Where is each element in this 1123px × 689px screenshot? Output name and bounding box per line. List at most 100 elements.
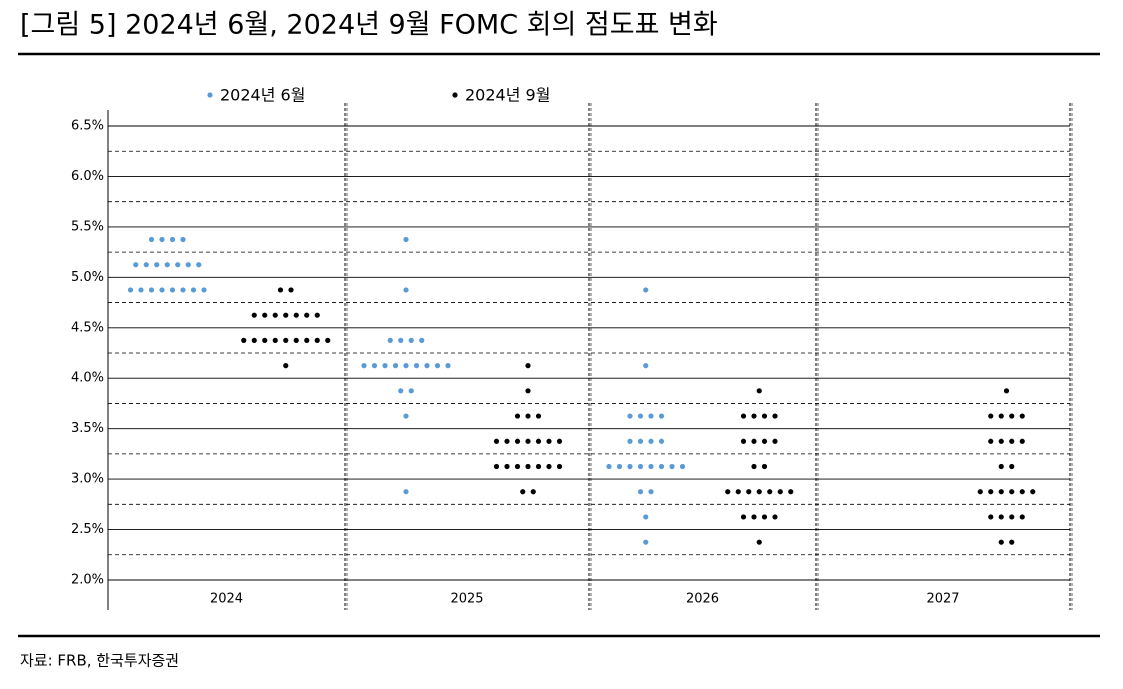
dot <box>756 388 762 394</box>
dot <box>251 312 257 318</box>
dot <box>772 438 778 444</box>
dot <box>988 489 994 495</box>
dot <box>788 489 794 495</box>
dot <box>277 287 284 293</box>
y-tick-label: 3.0% <box>71 472 104 487</box>
dot <box>148 236 155 243</box>
dot <box>293 312 299 318</box>
dot <box>643 514 649 520</box>
dot <box>371 363 378 369</box>
y-tick-label: 4.5% <box>71 320 104 335</box>
dot <box>180 236 186 243</box>
dot <box>1019 514 1025 520</box>
dot <box>159 236 165 243</box>
dot <box>514 463 521 470</box>
y-tick-label: 5.5% <box>71 219 104 234</box>
dot <box>525 463 531 470</box>
dot <box>196 262 202 268</box>
dot <box>530 489 536 495</box>
dot <box>1019 438 1025 444</box>
dot <box>761 463 768 470</box>
dot <box>283 363 289 369</box>
dot <box>977 489 983 495</box>
dot <box>403 363 409 369</box>
dot <box>756 539 762 545</box>
dot <box>761 438 768 444</box>
dot <box>627 463 633 470</box>
dot <box>190 287 197 293</box>
dot <box>398 337 404 343</box>
dot <box>504 438 510 444</box>
dot <box>648 413 654 419</box>
dot <box>251 337 257 343</box>
dot <box>761 413 768 419</box>
chart-title: [그림 5] 2024년 6월, 2024년 9월 FOMC 회의 점도표 변화 <box>20 10 718 41</box>
dot <box>392 363 399 369</box>
dot <box>138 287 144 293</box>
dot <box>408 388 414 394</box>
dot <box>1009 438 1015 444</box>
dot <box>413 363 420 369</box>
dot <box>185 262 191 268</box>
dot <box>1009 489 1015 495</box>
dot <box>756 489 762 495</box>
legend-label: 2024년 9월 <box>465 86 550 105</box>
dot <box>304 312 310 318</box>
dot <box>272 337 278 343</box>
dot <box>175 262 181 268</box>
dot <box>525 413 531 419</box>
dot <box>419 337 425 343</box>
dot <box>1019 413 1025 419</box>
dot <box>148 287 155 293</box>
dot <box>262 312 268 318</box>
dot <box>314 337 320 343</box>
dot <box>164 262 170 268</box>
dot <box>241 337 247 343</box>
dot <box>637 438 644 444</box>
dot <box>658 438 665 444</box>
y-tick-label: 2.0% <box>71 573 104 588</box>
dot <box>725 489 731 495</box>
dot <box>643 363 649 369</box>
dot <box>998 438 1004 444</box>
legend-marker <box>452 92 458 98</box>
dot <box>133 262 139 268</box>
y-tick-label: 4.0% <box>71 371 104 386</box>
dot <box>746 489 752 495</box>
dot <box>424 363 430 369</box>
legend-label: 2024년 6월 <box>220 86 305 105</box>
dot <box>751 438 757 444</box>
dot <box>398 388 404 394</box>
dot <box>627 413 633 419</box>
y-tick-label: 2.5% <box>71 522 104 537</box>
x-tick-label: 2027 <box>926 592 959 607</box>
dot <box>637 413 644 419</box>
dot <box>751 413 757 419</box>
dot <box>403 413 409 419</box>
dot <box>998 463 1004 470</box>
dot <box>504 463 510 470</box>
dot <box>751 514 757 520</box>
dot <box>127 287 134 293</box>
legend-marker <box>207 92 213 98</box>
dot <box>525 363 531 369</box>
x-tick-label: 2026 <box>686 592 719 607</box>
dot <box>403 287 409 293</box>
dot <box>1019 489 1025 495</box>
dot <box>658 413 665 419</box>
dot <box>740 413 747 419</box>
dot <box>772 413 778 419</box>
dot <box>751 463 757 470</box>
dot <box>627 438 633 444</box>
dot <box>159 287 165 293</box>
dot <box>361 363 367 369</box>
dot <box>520 489 526 495</box>
dot <box>514 438 521 444</box>
dot <box>283 312 289 318</box>
dot <box>169 287 176 293</box>
dot <box>761 514 768 520</box>
dot <box>493 438 500 444</box>
dot <box>777 489 783 495</box>
dot <box>408 337 414 343</box>
dot <box>658 463 665 470</box>
